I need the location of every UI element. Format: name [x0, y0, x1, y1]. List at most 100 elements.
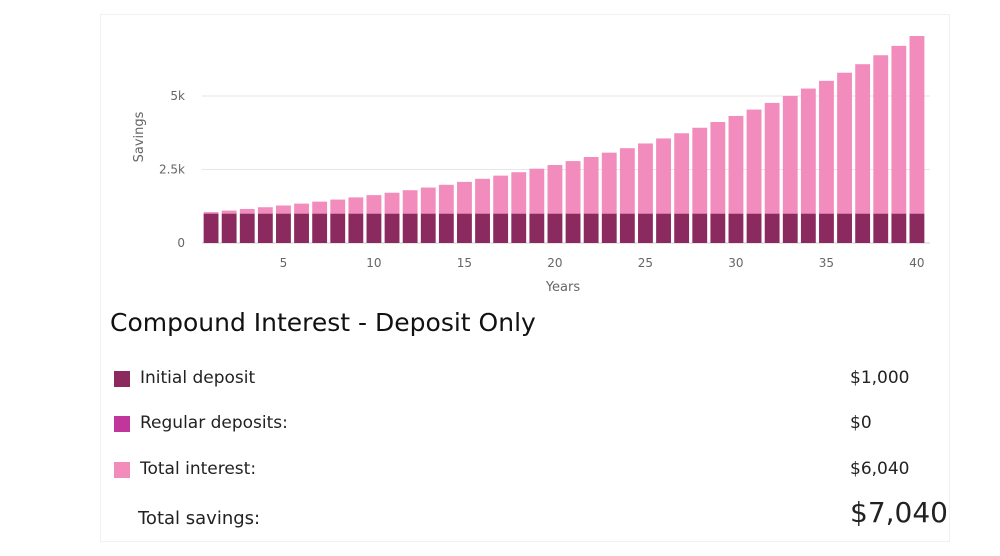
- bar-total-interest: [366, 195, 382, 214]
- bar-total-interest: [493, 175, 509, 214]
- bar-initial-deposit: [692, 213, 708, 243]
- bar-total-interest: [565, 161, 581, 214]
- bar-total-interest: [221, 210, 237, 214]
- x-tick-label: 35: [819, 256, 834, 270]
- bar-total-interest: [891, 45, 907, 214]
- bar-initial-deposit: [728, 213, 744, 243]
- bar-initial-deposit: [493, 213, 509, 243]
- bar-total-interest: [728, 115, 744, 214]
- bar-initial-deposit: [384, 213, 400, 243]
- bar-initial-deposit: [855, 213, 871, 243]
- bar-total-interest: [475, 178, 490, 214]
- bar-total-interest: [276, 205, 291, 214]
- initial-deposit-label: Initial deposit: [140, 368, 256, 388]
- bar-total-interest: [800, 88, 816, 214]
- bar-initial-deposit: [710, 213, 726, 243]
- bar-initial-deposit: [873, 213, 889, 243]
- y-tick-label: 2.5k: [159, 163, 185, 177]
- bar-initial-deposit: [601, 213, 617, 243]
- x-axis-title: Years: [545, 280, 581, 295]
- total-interest-label: Total interest:: [140, 459, 257, 479]
- x-tick-label: 25: [638, 256, 653, 270]
- bar-total-interest: [312, 201, 328, 214]
- legend-row-total-interest: Total interest: $6,040: [110, 459, 910, 483]
- bar-initial-deposit: [330, 213, 346, 243]
- total-interest-swatch: [114, 462, 130, 478]
- x-tick-label: 30: [728, 256, 743, 270]
- legend-row-initial-deposit: Initial deposit $1,000: [110, 368, 910, 392]
- bar-initial-deposit: [764, 213, 780, 243]
- bar-initial-deposit: [529, 213, 545, 243]
- y-tick-label: 0: [177, 236, 185, 250]
- bar-total-interest: [710, 121, 726, 214]
- bar-initial-deposit: [800, 213, 816, 243]
- bar-total-interest: [601, 152, 617, 214]
- savings-chart: 0 2.5k 5k 5 10 15 20 25 30 35 40 Savings Years: [132, 36, 930, 295]
- bar-initial-deposit: [819, 213, 834, 243]
- bar-total-interest: [402, 190, 418, 214]
- bar-initial-deposit: [366, 213, 382, 243]
- bar-initial-deposit: [457, 213, 472, 243]
- bar-total-interest: [692, 127, 708, 214]
- regular-deposits-swatch: [114, 416, 130, 432]
- bar-total-interest: [384, 192, 400, 214]
- bar-total-interest: [583, 157, 599, 214]
- bar-total-interest: [511, 172, 527, 214]
- bar-initial-deposit: [221, 213, 237, 243]
- bar-initial-deposit: [583, 213, 599, 243]
- initial-deposit-swatch: [114, 371, 130, 387]
- summary-title: Compound Interest - Deposit Only: [110, 308, 536, 337]
- bar-total-interest: [257, 207, 273, 214]
- bar-initial-deposit: [565, 213, 581, 243]
- bar-total-interest: [294, 203, 309, 214]
- bar-total-interest: [873, 55, 889, 214]
- bar-initial-deposit: [276, 213, 291, 243]
- initial-deposit-value: $1,000: [850, 368, 910, 388]
- x-axis-ticks: 5 10 15 20 25 30 35 40: [280, 256, 925, 270]
- bar-total-interest: [746, 109, 762, 214]
- bar-initial-deposit: [420, 213, 436, 243]
- bar-total-interest: [438, 184, 454, 214]
- chart-bars: [203, 36, 925, 243]
- bar-initial-deposit: [312, 213, 328, 243]
- bar-total-interest: [855, 64, 871, 214]
- bar-initial-deposit: [746, 213, 762, 243]
- bar-total-interest: [837, 72, 852, 214]
- bar-total-interest: [330, 199, 346, 214]
- x-tick-label: 5: [280, 256, 288, 270]
- bar-total-interest: [764, 102, 780, 214]
- total-interest-value: $6,040: [850, 459, 910, 479]
- x-tick-label: 40: [909, 256, 924, 270]
- bar-initial-deposit: [619, 213, 635, 243]
- bar-total-interest: [819, 80, 834, 214]
- bar-initial-deposit: [348, 213, 364, 243]
- y-axis-title: Savings: [132, 111, 147, 162]
- bar-initial-deposit: [402, 213, 418, 243]
- x-tick-label: 20: [547, 256, 562, 270]
- bar-total-interest: [656, 138, 671, 214]
- regular-deposits-label: Regular deposits:: [140, 413, 288, 433]
- bar-initial-deposit: [782, 213, 798, 243]
- bar-initial-deposit: [475, 213, 490, 243]
- bar-initial-deposit: [257, 213, 273, 243]
- bar-total-interest: [909, 36, 925, 214]
- bar-total-interest: [782, 95, 798, 214]
- bar-initial-deposit: [511, 213, 527, 243]
- bar-total-interest: [348, 197, 364, 214]
- x-tick-label: 15: [457, 256, 472, 270]
- bar-initial-deposit: [203, 213, 219, 243]
- bar-initial-deposit: [547, 213, 563, 243]
- bar-total-interest: [619, 148, 635, 214]
- bar-total-interest: [547, 165, 563, 214]
- bar-initial-deposit: [638, 213, 653, 243]
- bar-initial-deposit: [909, 213, 925, 243]
- total-savings-value: $7,040: [850, 496, 948, 529]
- bar-initial-deposit: [891, 213, 907, 243]
- y-tick-label: 5k: [170, 89, 185, 103]
- bar-initial-deposit: [294, 213, 309, 243]
- bar-total-interest: [239, 208, 255, 214]
- bar-total-interest: [529, 168, 545, 214]
- bar-total-interest: [420, 187, 436, 214]
- bar-initial-deposit: [837, 213, 852, 243]
- bar-initial-deposit: [674, 213, 690, 243]
